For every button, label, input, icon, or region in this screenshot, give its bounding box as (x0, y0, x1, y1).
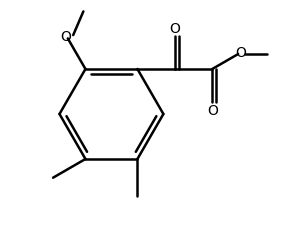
Text: O: O (235, 45, 246, 59)
Text: O: O (60, 30, 71, 44)
Text: O: O (170, 22, 180, 36)
Text: O: O (207, 103, 218, 117)
